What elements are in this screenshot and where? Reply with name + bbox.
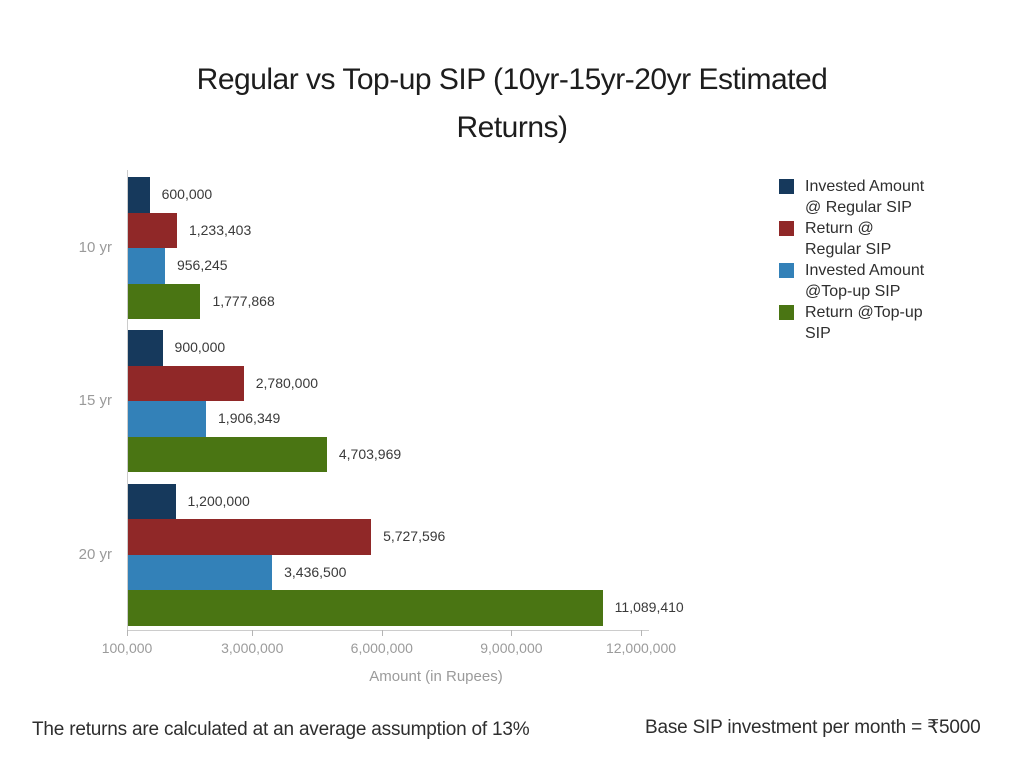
x-axis-tick (127, 630, 128, 636)
category-label: 10 yr (78, 239, 112, 256)
x-axis-tick-label: 3,000,000 (221, 640, 284, 656)
legend-label: Invested Amount @Top-up SIP (805, 262, 925, 300)
x-axis-tick-label: 6,000,000 (350, 640, 413, 656)
x-axis-tick (511, 630, 513, 636)
x-axis-tick-label: 100,000 (101, 640, 153, 656)
chart-title: Regular vs Top-up SIP (10yr-15yr-20yr Es… (196, 63, 828, 144)
bar-value-label: 956,245 (176, 257, 228, 273)
legend: Invested Amount @ Regular SIP Return @ Re… (779, 176, 965, 344)
bar (128, 177, 150, 213)
legend-swatch (779, 179, 794, 194)
bar-value-label: 11,089,410 (614, 599, 684, 615)
bar-value-label: 1,200,000 (187, 492, 250, 509)
footer-note-base-sip: Base SIP investment per month = ₹5000 (645, 717, 981, 738)
legend-label: Return @ Regular SIP (805, 220, 892, 258)
bar-value-label: 3,436,500 (284, 563, 347, 580)
bar-value-label: 1,777,868 (212, 292, 275, 309)
category-label: 15 yr (78, 392, 112, 410)
footer-note-assumption: The returns are calculated at an average… (32, 719, 530, 740)
x-axis-tick (381, 630, 383, 636)
bar-value-label: 1,233,403 (188, 221, 252, 238)
legend-item: Invested Amount @ Regular SIP (779, 176, 965, 218)
bar (128, 483, 176, 519)
bar-value-label: 2,780,000 (255, 374, 319, 391)
bar-value-label: 1,906,349 (218, 410, 281, 427)
legend-label: Invested Amount @ Regular SIP (805, 178, 925, 216)
y-axis-line (127, 170, 128, 630)
x-axis-tick (641, 630, 642, 636)
legend-swatch (779, 305, 794, 320)
legend-item: Return @Top-up SIP (779, 302, 965, 344)
bar-value-label: 600,000 (161, 186, 213, 202)
legend-item: Invested Amount @Top-up SIP (779, 260, 965, 302)
x-axis-tick-label: 12,000,000 (605, 640, 677, 656)
bar (128, 212, 177, 248)
legend-swatch (779, 221, 794, 236)
bar (128, 401, 207, 437)
category-label: 20 yr (78, 545, 112, 563)
bar-value-label: 900,000 (174, 339, 226, 356)
bar (128, 436, 327, 473)
x-axis-line (127, 630, 649, 631)
x-axis-tick (252, 630, 254, 636)
bar (128, 330, 163, 366)
bar (128, 519, 372, 555)
legend-swatch (779, 263, 794, 278)
legend-item: Return @ Regular SIP (779, 218, 965, 260)
bar (128, 365, 244, 402)
bar (128, 283, 201, 319)
x-axis-tick-label: 9,000,000 (480, 640, 543, 656)
bar (128, 554, 273, 590)
bar-value-label: 4,703,969 (338, 445, 402, 462)
legend-label: Return @Top-up SIP (805, 304, 923, 342)
bar (128, 248, 165, 284)
bar-value-label: 5,727,596 (383, 528, 446, 544)
bar (128, 590, 603, 626)
x-axis-title: Amount (in Rupees) (369, 668, 503, 685)
